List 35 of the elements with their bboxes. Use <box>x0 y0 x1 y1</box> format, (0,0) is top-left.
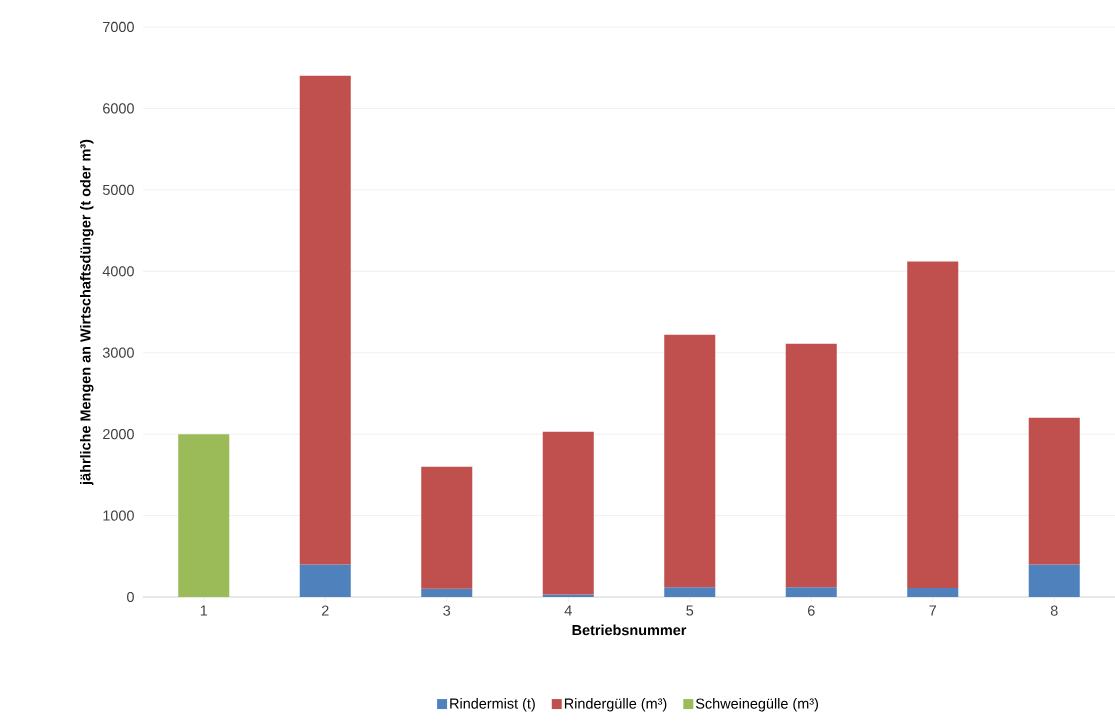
x-tick-label: 3 <box>443 605 451 616</box>
x-tick-label: 2 <box>321 605 329 616</box>
bar <box>542 431 594 595</box>
y-tick-label: 2000 <box>103 429 134 440</box>
bar <box>907 588 959 597</box>
bar <box>299 75 351 565</box>
bar <box>785 343 837 588</box>
y-tick-label: 1000 <box>103 510 134 521</box>
bar <box>1028 564 1080 597</box>
y-tick-label: 3000 <box>102 347 134 358</box>
bar <box>1028 417 1080 565</box>
x-tick-label: 8 <box>1050 605 1058 616</box>
bar <box>664 334 716 588</box>
x-axis-title: Betriebsnummer <box>572 624 687 636</box>
x-tick-label: 4 <box>564 605 572 616</box>
y-axis-title: jährliche Mengen an Wirtschaftsdünger (t oder m³) <box>79 139 94 486</box>
legend-label: Rindermist (t) <box>450 698 535 712</box>
y-tick-label: 6000 <box>103 103 134 114</box>
x-tick-label: 7 <box>929 605 937 616</box>
x-tick-label: 1 <box>200 605 208 616</box>
bar <box>178 434 230 597</box>
bar <box>421 588 473 597</box>
y-tick-label: 4000 <box>102 266 134 277</box>
y-tick-label: 7000 <box>103 21 134 33</box>
bar <box>785 587 837 597</box>
bar <box>664 587 716 597</box>
bar <box>299 564 351 597</box>
bar <box>907 261 959 589</box>
legend-label: Rindergülle (m³) <box>564 698 667 712</box>
x-tick-label: 6 <box>807 605 815 616</box>
y-tick-label: 0 <box>127 591 134 603</box>
legend-label: Schweinegülle (m³) <box>695 698 818 712</box>
bar <box>421 466 473 589</box>
x-tick-label: 5 <box>686 605 694 616</box>
y-tick-label: 5000 <box>102 184 134 195</box>
